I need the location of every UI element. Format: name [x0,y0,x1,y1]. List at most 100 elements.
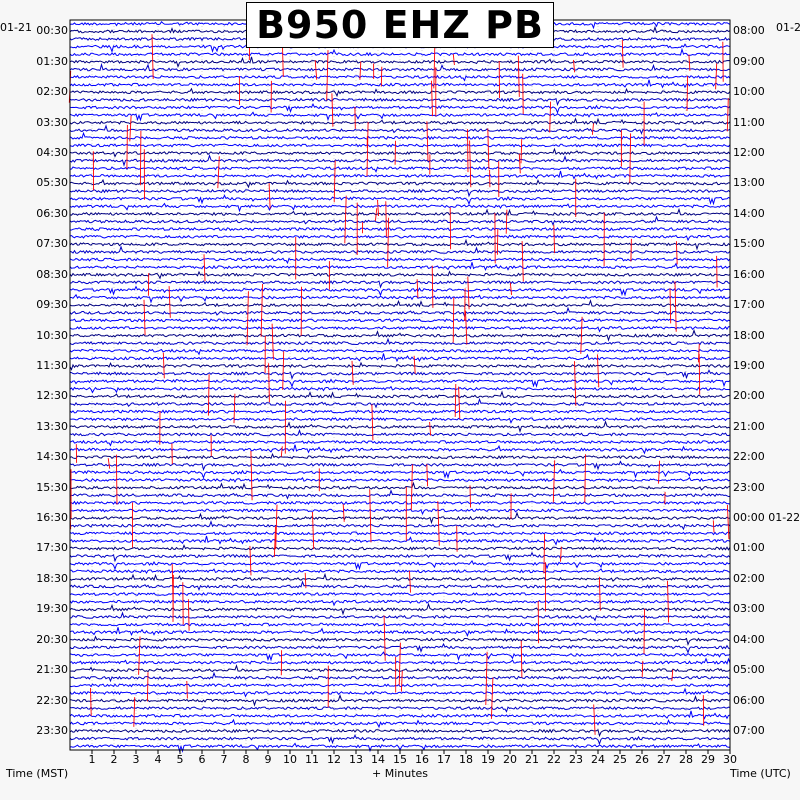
clipped-spike [543,533,546,574]
clipped-spike [250,450,253,501]
clipped-spike [217,156,220,189]
x-tick-label-17: 17 [437,753,451,766]
y-tick-label-right: 11:00 [733,115,765,129]
clipped-spike [260,283,263,337]
trace-row-49 [69,385,731,394]
clipped-spike [410,464,413,510]
clipped-spike [675,241,678,265]
x-tick-label-15: 15 [393,753,407,766]
x-tick-label-9: 9 [264,753,272,766]
x-tick-label-12: 12 [327,753,341,766]
clipped-spike [249,545,252,576]
trace-row-59 [69,460,731,472]
x-axis-label: + Minutes [372,767,429,780]
trace-row-27 [69,215,731,227]
trace-row-11 [69,97,731,107]
trace-row-45 [69,353,731,363]
clipped-spike [326,50,329,101]
trace-row-70 [69,544,731,551]
trace-row-30 [69,238,731,251]
clipped-spike [509,282,513,295]
trace-row-65 [69,508,731,516]
clipped-spike [400,670,403,692]
y-tick-label-left: 06:30 [36,206,68,220]
trace-row-66 [69,511,731,525]
trace-row-29 [69,234,731,242]
clipped-spike [726,98,729,132]
clipped-spike [716,255,718,288]
clipped-spike [520,640,523,678]
trace-row-8 [69,74,731,82]
clipped-spike [271,323,274,360]
trace-row-44 [69,348,731,356]
clipped-spike [380,66,383,87]
clipped-spike [282,351,285,390]
y-tick-label-left: 07:30 [36,237,68,251]
y-tick-label-left: 11:30 [36,358,68,372]
x-axis-ticks [91,750,731,754]
trace-row-46 [69,361,731,371]
trace-row-69 [69,535,731,546]
clipped-spike [485,651,488,706]
trace-row-57 [69,444,731,455]
clipped-spike [658,460,661,484]
clipped-spike [641,660,644,678]
trace-row-23 [69,188,731,198]
clipped-spike [433,46,436,89]
trace-row-82 [69,635,731,647]
clipped-spike [133,697,136,727]
trace-row-10 [69,87,731,98]
y-tick-label-right: 01:00 [733,541,765,555]
x-tick-label-23: 23 [569,753,583,766]
clipped-spike [712,520,715,533]
trace-row-38 [69,299,731,308]
x-tick-label-24: 24 [591,753,605,766]
clipped-spike [187,599,190,631]
clipped-spike [331,93,334,127]
trace-row-15 [69,124,731,135]
y-tick-label-left: 09:30 [36,298,68,312]
y-tick-label-right: 03:00 [733,602,765,616]
clipped-spike [574,361,577,406]
clipped-spike [671,669,674,682]
clipped-spike [522,73,524,115]
trace-row-50 [69,390,731,399]
y-tick-label-right: 06:00 [733,693,765,707]
x-tick-label-22: 22 [547,753,561,766]
trace-row-14 [69,117,731,125]
trace-row-78 [69,602,731,616]
clipped-spike [129,115,132,142]
trace-row-56 [69,439,731,447]
trace-row-17 [69,143,731,148]
clipped-spike [580,316,583,354]
clipped-spike [596,354,600,388]
trace-row-34 [69,270,731,280]
trace-row-48 [69,377,731,388]
trace-row-76 [69,591,731,597]
trace-row-7 [69,62,731,72]
trace-row-24 [69,194,731,206]
x-tick-label-11: 11 [305,753,319,766]
y-tick-label-right: 15:00 [733,237,765,251]
trace-row-62 [69,481,731,491]
trace-row-22 [69,178,731,189]
trace-row-18 [69,147,731,158]
x-tick-label-19: 19 [481,753,495,766]
y-tick-label-right: 16:00 [733,267,765,281]
clipped-spike [246,291,249,346]
clipped-spike [593,704,596,735]
trace-row-92 [69,710,731,720]
clipped-spike [359,61,362,80]
clipped-spike [304,572,307,589]
trace-row-9 [69,79,731,89]
trace-row-80 [69,622,731,627]
clipped-spike [107,458,111,469]
clipped-spike [203,254,206,282]
y-tick-label-left: 23:30 [36,723,68,737]
trace-row-26 [69,207,731,217]
y-tick-label-left: 15:30 [36,480,68,494]
y-tick-label-left: 19:30 [36,602,68,616]
y-tick-label-right: 21:00 [733,419,765,433]
y-tick-label-left: 00:30 [36,24,68,38]
